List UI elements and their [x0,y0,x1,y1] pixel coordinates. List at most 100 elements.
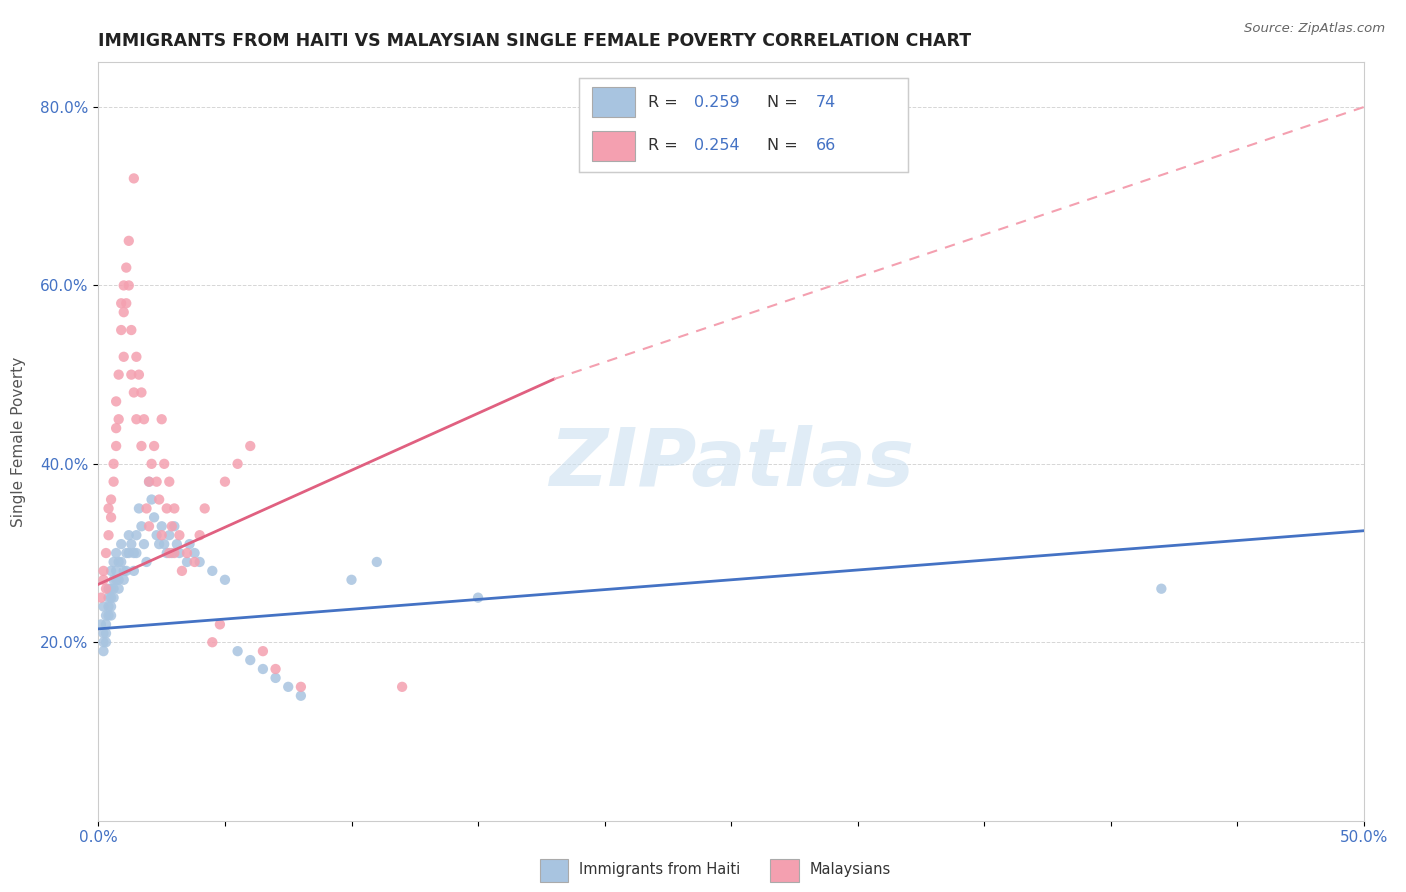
Point [138,475,160,489]
Y-axis label: Single Female Poverty: Single Female Poverty [11,357,27,526]
Point [105,421,128,435]
Text: IMMIGRANTS FROM HAITI VS MALAYSIAN SINGLE FEMALE POVERTY CORRELATION CHART: IMMIGRANTS FROM HAITI VS MALAYSIAN SINGL… [98,32,972,50]
Text: Malaysians: Malaysians [810,863,891,877]
Point [166,537,188,551]
Point [118,278,141,293]
Point [138,475,160,489]
Point [97,608,120,623]
Point [366,555,388,569]
Point [132,537,155,551]
Point [163,501,186,516]
Point [103,457,125,471]
Point [183,555,205,569]
Point [112,350,135,364]
Point [131,439,153,453]
Point [138,519,160,533]
Point [153,537,176,551]
Point [120,537,142,551]
Text: ZIPatlas: ZIPatlas [548,425,914,503]
Point [125,528,148,542]
Point [156,501,179,516]
FancyBboxPatch shape [770,859,799,882]
Point [156,546,179,560]
Point [94,546,117,560]
Point [103,573,125,587]
Point [214,475,236,489]
Point [105,394,128,409]
Point [277,680,299,694]
Point [112,305,135,319]
Point [105,439,128,453]
Point [150,519,173,533]
Point [100,510,122,524]
Point [93,635,115,649]
Point [143,439,166,453]
Point [391,680,413,694]
FancyBboxPatch shape [540,859,568,882]
Point [157,546,180,560]
Point [264,671,287,685]
Point [115,546,138,560]
Point [105,573,128,587]
Point [170,564,193,578]
Point [118,528,141,542]
Point [201,564,224,578]
Point [157,528,180,542]
Point [150,412,173,426]
Point [107,582,129,596]
Point [264,662,287,676]
Point [103,591,125,605]
Point [141,457,163,471]
Point [110,555,132,569]
Point [122,385,145,400]
Point [188,555,211,569]
Point [128,501,150,516]
Point [100,591,122,605]
Point [94,582,117,596]
Point [194,501,217,516]
Point [90,591,112,605]
Point [120,323,142,337]
Point [163,546,186,560]
Point [150,528,173,542]
Point [93,564,115,578]
Point [290,689,312,703]
Point [179,537,201,551]
Point [100,599,122,614]
Point [160,546,183,560]
Text: Source: ZipAtlas.com: Source: ZipAtlas.com [1244,22,1385,36]
Point [132,412,155,426]
Point [214,573,236,587]
Point [100,608,122,623]
Text: Immigrants from Haiti: Immigrants from Haiti [579,863,741,877]
Point [160,519,183,533]
Point [100,564,122,578]
Point [97,599,120,614]
Point [176,546,198,560]
Point [94,617,117,632]
Point [97,582,120,596]
Point [93,573,115,587]
Point [112,564,135,578]
Point [143,510,166,524]
Point [135,555,157,569]
Point [148,492,170,507]
Point [169,546,191,560]
Point [93,599,115,614]
Point [107,573,129,587]
Point [103,475,125,489]
Point [169,528,191,542]
Point [176,555,198,569]
Point [97,528,120,542]
Point [125,412,148,426]
Point [103,555,125,569]
Point [110,296,132,310]
Point [107,412,129,426]
Point [201,635,224,649]
Point [100,492,122,507]
Point [125,350,148,364]
Point [105,564,128,578]
Point [131,385,153,400]
Point [105,546,128,560]
Point [115,296,138,310]
